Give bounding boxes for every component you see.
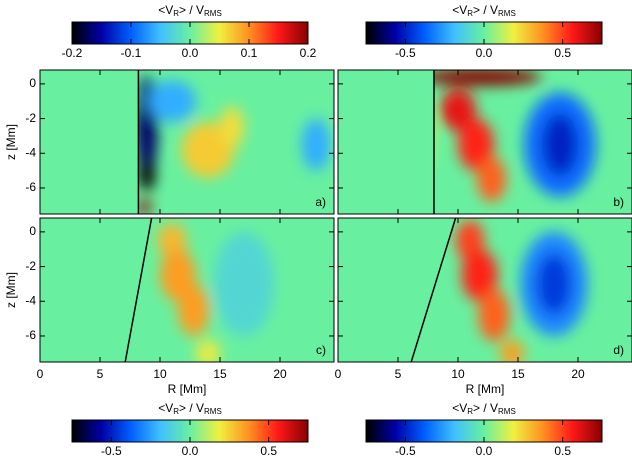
panel-label: c): [316, 343, 326, 357]
colorbar-title: <VR> / VRMS: [452, 3, 516, 18]
colorbar-title-part: RMS: [204, 9, 222, 18]
colorbar-title: <VR> / VRMS: [158, 401, 222, 416]
panel-frame: [337, 217, 632, 363]
field-blob: [138, 200, 152, 214]
field-blob: [301, 118, 331, 171]
x-tick-label: 15: [511, 367, 525, 381]
panel-label: a): [315, 195, 326, 209]
field-blob: [478, 289, 510, 342]
x-tick-label: 5: [97, 367, 104, 381]
colorbar-title-part: R: [173, 407, 179, 416]
colorbar-title: <VR> / VRMS: [158, 3, 222, 18]
colorbar-tick-label: -0.5: [101, 444, 122, 458]
colorbar-tick-label: -0.5: [395, 444, 416, 458]
y-tick-label: 0: [29, 224, 36, 238]
y-axis-title: z [Mm]: [4, 124, 18, 160]
field-blob: [500, 339, 524, 362]
colorbar-tick-label: -0.2: [62, 46, 83, 60]
colorbar-title-part: <V: [452, 3, 467, 17]
colorbar-tick-label: 0.0: [182, 46, 199, 60]
field-blob: [461, 249, 498, 302]
colorbar-title: <VR> / VRMS: [452, 401, 516, 416]
field-blob: [138, 156, 156, 192]
boundary-line: [124, 217, 153, 363]
y-tick-label: -4: [25, 293, 36, 307]
panel-frame: [337, 69, 632, 215]
field-blob: [536, 252, 572, 316]
colorbar-tick-label: 0.2: [300, 46, 317, 60]
colorbar-title-part: <V: [158, 401, 173, 415]
field-blur: [434, 70, 596, 202]
colorbar-tick-label: 0.5: [554, 444, 571, 458]
colorbar-title-part: RMS: [498, 407, 516, 416]
y-tick-label: -4: [25, 145, 36, 159]
y-axis-title: z [Mm]: [4, 272, 18, 308]
panel-label: d): [613, 343, 624, 357]
panel-frame: [39, 217, 335, 363]
y-tick-label: -2: [25, 259, 36, 273]
field-blob: [157, 223, 187, 258]
field: [434, 70, 596, 202]
field: [455, 219, 588, 362]
colorbar-title-part: R: [467, 407, 473, 416]
x-tick-label: 5: [395, 367, 402, 381]
field-blob: [214, 231, 274, 336]
colorbar-title-part: R: [467, 9, 473, 18]
x-tick-label: 20: [571, 367, 585, 381]
colorbar-title-part: > / V: [179, 401, 204, 415]
x-tick-label: 20: [273, 367, 287, 381]
field: [157, 223, 274, 362]
colorbar-title-part: > / V: [473, 3, 498, 17]
y-tick-label: -6: [25, 180, 36, 194]
x-tick-label: 10: [153, 367, 167, 381]
colorbar-title-part: RMS: [498, 9, 516, 18]
y-tick-label: -2: [25, 111, 36, 125]
panel-label: b): [613, 195, 624, 209]
colorbar-title-part: <V: [158, 3, 173, 17]
field-blob: [434, 70, 542, 86]
field-blob: [148, 80, 196, 123]
field-blob: [178, 283, 210, 336]
field-blur: [138, 75, 331, 214]
field-blob: [220, 106, 244, 149]
colorbar-title-part: <V: [452, 401, 467, 415]
y-tick-label: 0: [29, 76, 36, 90]
colorbar-title-part: R: [173, 9, 179, 18]
colorbar-title-part: RMS: [204, 407, 222, 416]
x-axis-title: R [Mm]: [466, 382, 505, 396]
colorbar-tick-label: 0.0: [476, 444, 493, 458]
x-tick-label: 0: [335, 367, 342, 381]
colorbar-title-part: > / V: [473, 401, 498, 415]
x-axis-title: R [Mm]: [168, 382, 207, 396]
colorbar-tick-label: 0.0: [182, 444, 199, 458]
field: [138, 75, 331, 214]
colorbar-tick-label: 0.5: [554, 46, 571, 60]
colorbar-tick-label: 0.1: [241, 46, 258, 60]
field-blob: [458, 118, 494, 171]
colorbar-title-part: > / V: [179, 3, 204, 17]
x-tick-label: 0: [37, 367, 44, 381]
boundary-line: [410, 217, 457, 363]
colorbar-tick-label: -0.5: [395, 46, 416, 60]
field-blob: [440, 89, 476, 131]
field-blur: [157, 223, 274, 362]
field-blob: [196, 339, 220, 362]
colorbar-tick-label: 0.5: [260, 444, 277, 458]
field-blur: [455, 219, 588, 362]
x-tick-label: 10: [451, 367, 465, 381]
x-tick-label: 15: [213, 367, 227, 381]
panel-frame: [39, 69, 335, 215]
colorbar-tick-label: 0.0: [476, 46, 493, 60]
colorbar-tick-label: -0.1: [121, 46, 142, 60]
field-blob: [542, 113, 578, 176]
y-tick-label: -6: [25, 328, 36, 342]
field-blob: [477, 156, 506, 202]
